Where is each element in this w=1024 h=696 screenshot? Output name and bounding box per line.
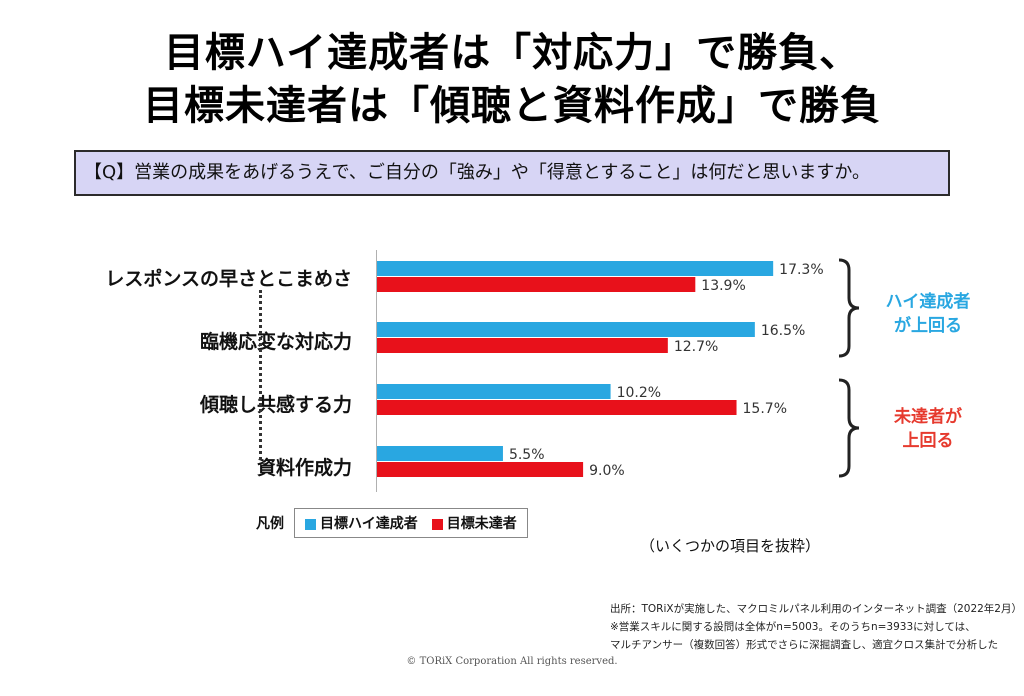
data-label-low-3: 9.0% [589,463,625,479]
brace-high [838,258,860,358]
legend-item-low: 目標未達者 [431,513,517,533]
group-label-low-line2: 上回る [902,431,954,451]
data-label-high-1: 16.5% [761,323,805,339]
source-notes: 出所：TORiXが実施した、マクロミルパネル利用のインターネット調査（2022年… [610,600,1022,654]
source-line-1: ※営業スキルに関する設問は全体がn=5003。そのうちn=3933に対しては、 [610,621,976,633]
source-line-0: 出所：TORiXが実施した、マクロミルパネル利用のインターネット調査（2022年… [610,603,1022,615]
group-label-high-line2: が上回る [894,316,962,336]
category-label-0: レスポンスの早さとこまめさ [105,268,352,290]
copyright: © TORiX Corporation All rights reserved. [406,656,618,667]
bar-low-3 [377,462,584,477]
group-label-high-line1: ハイ達成者 [885,292,971,312]
bar-high-0 [377,261,774,276]
data-label-low-0: 13.9% [701,278,745,294]
title-line-2: 目標未達者は「傾聴と資料作成」で勝負 [143,83,881,129]
dotted-separator [259,290,262,460]
legend-title: 凡例 [256,516,284,532]
chart-axis [376,250,377,492]
title-line-1: 目標ハイ達成者は「対応力」で勝負、 [163,30,861,76]
data-label-high-2: 10.2% [617,385,661,401]
question-box: 【Q】営業の成果をあげるうえで、ご自分の「強み」や「得意とすること」は何だと思い… [74,150,950,196]
bar-high-1 [377,322,755,337]
legend-item-high: 目標ハイ達成者 [305,513,418,533]
category-label-2: 傾聴し共感する力 [199,394,352,416]
category-label-3: 資料作成力 [256,457,352,479]
legend-label-high: 目標ハイ達成者 [320,516,418,532]
group-label-low: 未達者が 上回る [868,405,988,453]
bar-low-0 [377,277,696,292]
bar-high-2 [377,384,611,399]
bar-low-1 [377,338,668,353]
legend: 凡例 目標ハイ達成者 目標未達者 [256,508,528,538]
data-label-high-0: 17.3% [779,262,823,278]
data-label-low-2: 15.7% [743,401,787,417]
bar-low-2 [377,400,737,415]
group-label-low-line1: 未達者が [894,407,962,427]
category-label-1: 臨機応変な対応力 [199,331,352,353]
legend-label-low: 目標未達者 [446,516,517,532]
brace-low [838,378,860,478]
legend-swatch-high [305,518,316,530]
data-label-high-3: 5.5% [509,447,545,463]
bar-high-3 [377,446,503,461]
source-line-2: マルチアンサー（複数回答）形式でさらに深掘調査し、適宜クロス集計で分析した [610,639,999,651]
legend-swatch-low [431,518,443,530]
group-label-high: ハイ達成者 が上回る [868,290,988,338]
data-label-low-1: 12.7% [674,339,718,355]
excerpt-note: （いくつかの項目を抜粋） [640,537,821,555]
legend-box: 目標ハイ達成者 目標未達者 [294,508,528,538]
